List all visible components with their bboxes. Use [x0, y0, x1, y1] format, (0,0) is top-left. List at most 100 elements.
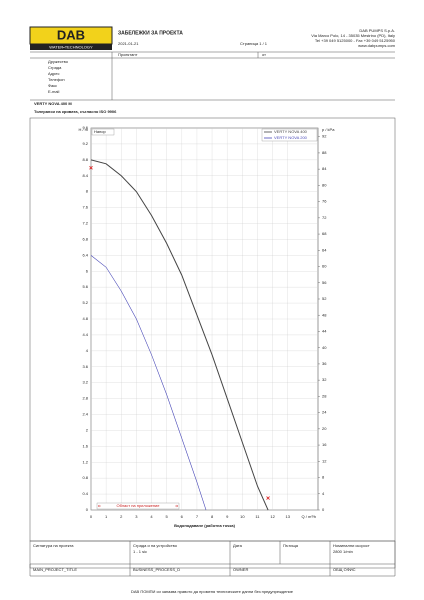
y-tick-label: 1.2 — [82, 459, 88, 464]
logo: DAB — [57, 27, 85, 42]
y2-tick-label: 40 — [322, 345, 327, 350]
x-tick-label: 7 — [196, 514, 199, 519]
y2-tick-label: 60 — [322, 264, 327, 269]
date: 2021-01-21 — [118, 41, 139, 46]
field-label: Адрес — [48, 71, 59, 76]
y2-tick-label: 4 — [322, 491, 325, 496]
x-axis-title: Водоподаване (работна точка) — [174, 523, 236, 528]
y2-tick-label: 92 — [322, 134, 327, 139]
company-line: DAB PUMPS S.p.A. — [359, 28, 395, 33]
y-tick-label: 2 — [86, 427, 89, 432]
head-box — [91, 128, 115, 136]
y-axis-label: H / m — [78, 127, 88, 132]
y2-tick-label: 68 — [322, 231, 327, 236]
y2-tick-label: 48 — [322, 312, 327, 317]
notice: DAB ПОМПИ си запазва правото да променя … — [131, 589, 294, 594]
x-tick-label: 9 — [226, 514, 229, 519]
y-tick-label: 8 — [86, 189, 89, 194]
company-line: www.dabpumps.com — [358, 43, 396, 48]
range-arrow — [97, 504, 179, 508]
logo-band — [30, 44, 112, 50]
y-tick-label: 0 — [86, 507, 89, 512]
footer-cell: Номинални скорост — [333, 543, 370, 548]
y2-tick-label: 0 — [322, 507, 325, 512]
field-label: Сграда — [48, 65, 62, 70]
doc-title: ЗАБЕЛЕЖКИ ЗА ПРОЕКТА — [118, 30, 183, 36]
y-tick-label: 0.4 — [82, 491, 88, 496]
field-label: E-mail — [48, 89, 59, 94]
y-tick-label: 6.8 — [82, 236, 88, 241]
y-tick-label: 2.8 — [82, 396, 88, 401]
y2-tick-label: 36 — [322, 361, 327, 366]
footer-cell: OWNER — [233, 567, 248, 572]
logo-tagline: WATER•TECHNOLOGY — [49, 44, 93, 49]
y-tick-label: 4.8 — [82, 316, 88, 321]
y-tick-label: 4 — [86, 348, 89, 353]
y-tick-label: 4.4 — [82, 332, 88, 337]
head-label: Напор — [94, 129, 107, 134]
x-tick-label: 6 — [181, 514, 184, 519]
y2-tick-label: 28 — [322, 393, 327, 398]
field-label: Телефон — [48, 77, 65, 82]
footer-cell: Пътища — [283, 543, 299, 548]
curve — [90, 255, 207, 511]
x-tick-label: 5 — [166, 514, 169, 519]
company-line: Via Marco Polo, 14 - 35035 Mestrino (PD)… — [311, 33, 395, 38]
y2-tick-label: 12 — [322, 458, 327, 463]
legend-label: VERTY NOVA 200 — [274, 135, 308, 140]
y2-tick-label: 24 — [322, 410, 327, 415]
x-tick-label: 12 — [270, 514, 275, 519]
y2-tick-label: 56 — [322, 280, 327, 285]
range-point — [89, 166, 93, 170]
curve — [90, 159, 269, 511]
footer-cell: 2800 1/min — [333, 549, 353, 554]
y2-tick-label: 72 — [322, 215, 327, 220]
y-tick-label: 8.4 — [82, 173, 88, 178]
y-tick-label: 6 — [86, 268, 89, 273]
range-label: Област на приложение — [116, 503, 160, 508]
legend-box — [261, 128, 318, 142]
footer-cell: Дата — [233, 543, 243, 548]
y-tick-label: 3.6 — [82, 364, 88, 369]
footer-cell: Сигнатура на проекта — [33, 543, 74, 548]
x-tick-label: 13 — [286, 514, 291, 519]
y-tick-label: 5.2 — [82, 300, 88, 305]
y-tick-label: 8.8 — [82, 157, 88, 162]
footer-cell: BUSINESS_PROCESS_D — [133, 567, 180, 572]
range-point — [266, 496, 270, 500]
footer-cell: 1 - 1 sic — [133, 549, 147, 554]
y-tick-label: 7.2 — [82, 221, 88, 226]
x-tick-label: 3 — [135, 514, 138, 519]
x-axis-label: Q / m³/h — [302, 514, 316, 519]
x-tick-label: 2 — [120, 514, 123, 519]
y-tick-label: 2.4 — [82, 412, 88, 417]
y2-tick-label: 88 — [322, 150, 327, 155]
y2-tick-label: 80 — [322, 182, 327, 187]
y2-tick-label: 76 — [322, 199, 327, 204]
y2-tick-label: 8 — [322, 475, 325, 480]
page-number: Страница 1 / 1 — [240, 41, 268, 46]
chart: 0 0.4 0.8 1.2 1.6 2 2.4 2.8 3.2 3.6 4 4.4 4.8 5.2 5.6 6… — [78, 125, 335, 528]
product-note: Толеранси на кривата, съгласно ISO 9906 — [34, 109, 117, 114]
designer-label: Проектант — [118, 52, 138, 57]
field-label: Факс — [48, 83, 57, 88]
legend-label: VERTY NOVA 400 — [274, 129, 308, 134]
y-tick-label: 5.6 — [82, 284, 88, 289]
product-name: VERTY NOVA 400 M — [34, 101, 72, 106]
y2-tick-label: 16 — [322, 442, 327, 447]
x-tick-label: 0 — [90, 514, 93, 519]
y2-tick-label: 64 — [322, 247, 327, 252]
y2-axis-label: p / kPa — [322, 127, 335, 132]
x-tick-label: 4 — [150, 514, 153, 519]
y-tick-label: 6.4 — [82, 252, 88, 257]
y-tick-label: 1.6 — [82, 443, 88, 448]
y-tick-label: 7.6 — [82, 205, 88, 210]
field-label: Дружество — [48, 59, 69, 64]
y2-tick-label: 20 — [322, 426, 327, 431]
y-tick-label: 3.2 — [82, 380, 88, 385]
footer-cell: Сграда и на устройство — [133, 543, 178, 548]
y-tick-label: 0.8 — [82, 475, 88, 480]
x-tick-label: 11 — [255, 514, 260, 519]
x-tick-label: 1 — [105, 514, 108, 519]
